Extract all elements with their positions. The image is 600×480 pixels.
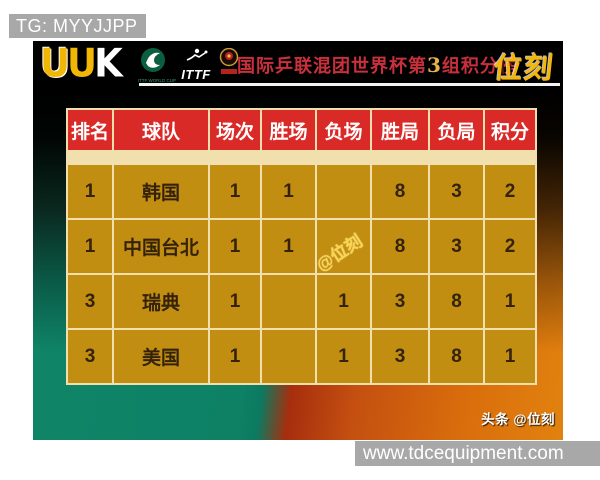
column-header-rank: 排名 [68,110,112,150]
table-cell: 8 [430,275,483,328]
website-url: www.tdcequipment.com [363,443,564,464]
table-cell: 1 [210,165,260,218]
table-cell: 1 [262,165,315,218]
table-cell-team: 韩国 [114,165,208,218]
table-cell: 3 [430,220,483,273]
table-cell: 1 [68,220,112,273]
ittf-wordmark: ITTF [181,67,211,82]
uuk-logo-letter: U [67,41,97,87]
table-cell-team: 中国台北 [114,220,208,273]
table-cell-team: 瑞典 [114,275,208,328]
table-cell: 1 [210,220,260,273]
poster-title-group-number: 3 [427,53,442,77]
column-header-played: 场次 [210,110,260,150]
table-cell: 1 [68,165,112,218]
header-divider [139,83,560,86]
poster-title-text: 组积分榜 [441,56,518,77]
column-header-wins: 胜场 [262,110,315,150]
column-header-points: 积分 [485,110,535,150]
poster-title: 国际乒联混团世界杯第3组积分榜 [237,52,518,78]
table-cell: 1 [210,330,260,383]
table-cell [317,165,370,218]
column-header-games-lost: 负局 [430,110,483,150]
ittf-world-cup-caption: ITTF WORLD CUP [137,78,176,84]
table-cell [262,330,315,383]
table-cell [317,220,370,273]
table-tennis-player-icon [183,48,209,66]
table-cell: 8 [430,330,483,383]
table-cell: 1 [317,275,370,328]
tg-badge: TG: MYYJJPP [9,14,146,38]
column-header-games-won: 胜局 [372,110,428,150]
table-cell: 1 [262,220,315,273]
uuk-logo-letter: U [40,41,70,87]
column-header-losses: 负场 [317,110,370,150]
table-cell-team: 美国 [114,330,208,383]
table-cell: 3 [68,330,112,383]
table-cell: 8 [372,220,428,273]
ittf-world-cup-logo: ITTF WORLD CUP [136,47,176,84]
standings-poster: UUK ITTF WORLD CUP ITTF [33,41,563,440]
table-cell [262,275,315,328]
table-cell: 3 [372,330,428,383]
column-header-team: 球队 [114,110,208,150]
website-badge: www.tdcequipment.com [355,441,600,466]
table-cell: 1 [485,275,535,328]
dove-icon [140,48,166,77]
uuk-logo-letter: K [94,41,123,87]
tournament-emblem-icon [219,47,239,83]
table-cell: 8 [372,165,428,218]
table-cell: 1 [317,330,370,383]
standings-table: 排名 球队 场次 胜场 负场 胜局 负局 积分 1 韩国 1 1 8 3 2 1… [66,108,537,385]
tg-badge-label: TG: MYYJJPP [16,16,138,36]
table-cell: 3 [372,275,428,328]
table-cell: 1 [210,275,260,328]
table-cell: 2 [485,220,535,273]
table-cell: 3 [68,275,112,328]
weike-brand-logo: 位刻 [492,53,556,85]
table-cell: 1 [485,330,535,383]
footer-credit: 头条 @位刻 [481,412,555,427]
ittf-logo: ITTF [176,48,216,82]
uuk-logo: UUK [40,41,123,87]
table-cell: 3 [430,165,483,218]
poster-title-text: 国际乒联混团世界杯第 [237,56,427,77]
table-cell: 2 [485,165,535,218]
